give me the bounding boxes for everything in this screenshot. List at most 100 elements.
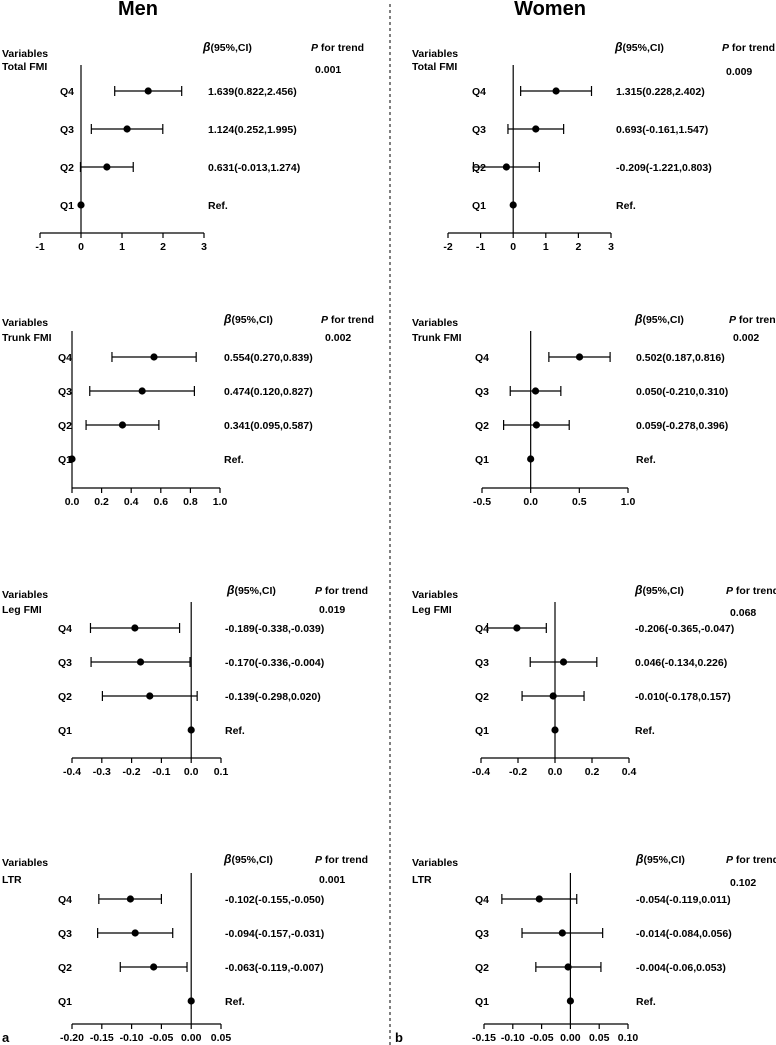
quartile-label: Q1 [475,725,489,737]
p-trend-header: P for trend [726,585,776,597]
p-trend-header: P for trend [315,585,368,597]
p-trend-header: P for trend [321,314,374,326]
estimate-ci-text: 1.315(0.228,2.402) [616,86,705,98]
x-tick-label: 0.05 [211,1032,232,1044]
quartile-label: Q3 [58,657,72,669]
p-trend-value: 0.002 [325,332,351,344]
quartile-label: Q2 [58,962,72,974]
x-tick-label: -0.10 [120,1032,144,1044]
forest-panel-women-leg: Variables Leg FMI β(95%,CI) P for trend 0.06… [412,583,776,778]
variable-name: Total FMI [412,61,457,73]
estimate-ci-text: -0.063(-0.119,-0.007) [225,962,324,974]
p-symbol: P [726,585,734,597]
x-tick-label: 0.0 [523,496,538,508]
estimate-ci-text: -0.206(-0.365,-0.047) [635,623,734,635]
estimate-ci-text: -0.102(-0.155,-0.050) [225,894,324,906]
p-trend-value: 0.068 [730,607,756,619]
beta-symbol: β [202,40,211,54]
point-estimate [77,201,85,209]
estimate-ci-text: 0.050(-0.210,0.310) [636,386,728,398]
estimate-ci-text: Ref. [208,200,228,212]
point-estimate [532,421,541,429]
p-trend-value: 0.002 [733,332,759,344]
x-tick-label: -0.20 [60,1032,84,1044]
point-estimate [527,455,535,463]
quartile-label: Q4 [475,352,489,364]
x-tick-label: -0.5 [473,496,491,508]
x-tick-label: 0.1 [214,766,229,778]
estimate-ci-text: Ref. [224,454,244,466]
variable-name: Leg FMI [2,604,42,616]
variable-name: Trunk FMI [412,332,462,344]
x-tick-label: -0.2 [123,766,141,778]
point-estimate [103,163,111,171]
p-trend-header: P for trend [315,854,368,866]
estimate-ci-text: 0.059(-0.278,0.396) [636,420,728,432]
variables-label: Variables [2,48,48,60]
variable-name: Total FMI [2,61,47,73]
quartile-label: Q4 [472,86,486,98]
p-symbol: P [311,42,319,54]
beta-ci-header: β(95%,CI) [223,312,273,326]
p-trend-text: for trend [729,42,775,54]
forest-panel-men-leg: Variables Leg FMI β(95%,CI) P for trend 0.01… [2,583,368,778]
p-symbol: P [726,854,734,866]
x-tick-label: -0.4 [63,766,81,778]
x-tick-label: -0.10 [501,1032,525,1044]
x-tick-label: 0.4 [622,766,637,778]
x-tick-label: 1 [119,241,125,253]
point-estimate [131,929,139,937]
quartile-label: Q1 [472,200,486,212]
variable-name: LTR [2,874,22,886]
beta-symbol: β [223,852,232,866]
p-trend-header: P for trend [311,42,364,54]
x-tick-label: 0.0 [548,766,563,778]
p-trend-text: for trend [328,314,374,326]
point-estimate [513,624,521,632]
point-estimate [509,201,517,209]
variables-label: Variables [412,589,458,601]
header-women: Women [514,0,586,20]
estimate-ci-text: Ref. [635,725,655,737]
p-symbol: P [315,585,323,597]
estimate-ci-text: -0.139(-0.298,0.020) [225,691,321,703]
point-estimate [552,87,560,95]
estimate-ci-text: -0.170(-0.336,-0.004) [225,657,324,669]
point-estimate [138,387,146,395]
p-trend-header: P for trend [729,314,776,326]
x-tick-label: 0.0 [65,496,80,508]
estimate-ci-text: 0.341(0.095,0.587) [224,420,313,432]
estimate-ci-text: -0.010(-0.178,0.157) [635,691,731,703]
p-trend-value: 0.102 [730,877,756,889]
quartile-label: Q4 [58,623,72,635]
x-tick-label: 0.00 [560,1032,581,1044]
variable-name: Leg FMI [412,604,452,616]
x-tick-label: -1 [476,241,485,253]
p-trend-header: P for trend [722,42,775,54]
x-tick-label: -0.05 [530,1032,554,1044]
quartile-label: Q4 [58,894,72,906]
beta-ci-header: β(95%,CI) [634,312,684,326]
quartile-label: Q1 [475,996,489,1008]
forest-panel-men-ltr: Variables LTR β(95%,CI) P for trend 0.001 -0.… [2,852,368,1044]
estimate-ci-text: 0.554(0.270,0.839) [224,352,313,364]
p-trend-value: 0.001 [319,874,345,886]
estimate-ci-text: 1.124(0.252,1.995) [208,124,297,136]
variables-label: Variables [2,317,48,329]
p-symbol: P [321,314,329,326]
point-estimate [150,963,158,971]
panel-label-b: b [395,1030,403,1045]
beta-ci-header: β(95%,CI) [614,40,664,54]
beta-symbol: β [634,312,643,326]
beta-ci-text: (95%,CI) [642,314,683,326]
p-trend-text: for trend [733,854,776,866]
quartile-label: Q4 [60,86,74,98]
beta-symbol: β [226,583,235,597]
x-tick-label: 0.2 [94,496,109,508]
point-estimate [150,353,158,361]
quartile-label: Q1 [58,996,72,1008]
variable-name: LTR [412,874,432,886]
point-estimate [502,163,510,171]
